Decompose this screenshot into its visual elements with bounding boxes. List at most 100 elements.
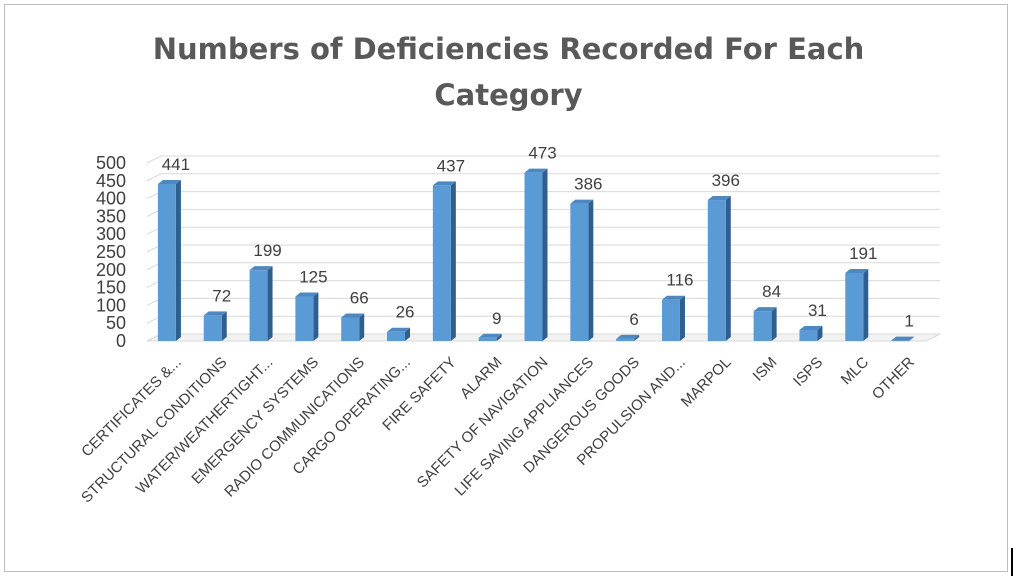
bar	[845, 269, 869, 341]
bar-top	[616, 334, 640, 339]
bar	[753, 307, 777, 341]
bar-front	[570, 203, 589, 341]
y-tick-label: 0	[116, 331, 126, 351]
bar-front	[799, 329, 818, 341]
bar	[295, 292, 319, 341]
bar	[387, 327, 411, 341]
bar-top	[707, 196, 731, 201]
bar-front	[387, 331, 406, 341]
bar-side	[313, 292, 319, 341]
bar-top	[661, 295, 685, 300]
y-tick-label: 50	[106, 313, 126, 333]
bar-top	[799, 325, 823, 330]
y-tick-label: 350	[96, 206, 126, 226]
bar-top	[570, 199, 594, 204]
chart-title-line-1: Numbers of Deficiencies Recorded For Eac…	[152, 32, 865, 66]
bar	[891, 336, 915, 342]
bar-side	[817, 325, 823, 341]
bar-side	[359, 313, 365, 341]
bar	[249, 266, 273, 341]
category-label: ISPS	[790, 354, 826, 390]
bar-side	[909, 336, 915, 341]
category-label: MLC	[838, 354, 873, 389]
bar-top	[341, 313, 365, 318]
bar-side	[679, 295, 685, 341]
data-label: 441	[162, 155, 190, 174]
bar-front	[891, 340, 910, 342]
y-tick-label: 450	[96, 171, 126, 191]
bar-front	[524, 172, 543, 341]
data-label: 191	[849, 244, 877, 263]
bar-front	[341, 317, 360, 341]
y-tick-label: 250	[96, 242, 126, 262]
bar	[799, 325, 823, 341]
bar-side	[863, 269, 869, 341]
bar-top	[432, 181, 456, 186]
data-label: 116	[666, 271, 693, 290]
bars	[157, 168, 915, 342]
data-label: 125	[299, 268, 327, 287]
y-tick-label: 100	[96, 295, 126, 315]
bar-top	[203, 311, 227, 316]
bar-top	[753, 307, 777, 312]
bar-front	[295, 296, 314, 341]
bar	[432, 181, 456, 341]
category-label: OTHER	[869, 354, 918, 403]
bar-front	[157, 184, 176, 341]
bar-side	[542, 168, 548, 341]
bar-front	[249, 270, 268, 341]
data-label: 9	[492, 309, 501, 328]
bar	[524, 168, 548, 341]
data-label: 31	[808, 301, 827, 320]
bar	[616, 334, 640, 341]
bar-front	[616, 338, 635, 341]
bar-top	[295, 292, 319, 297]
bar	[707, 196, 731, 341]
bar-side	[405, 327, 411, 341]
bar	[661, 295, 685, 341]
category-label: MARPOL	[678, 354, 735, 411]
bar-top	[845, 269, 869, 274]
bar-front	[753, 311, 772, 341]
bar-side	[221, 311, 227, 341]
y-tick-label: 300	[96, 224, 126, 244]
data-label: 386	[574, 175, 602, 194]
category-label: ISM	[750, 354, 781, 385]
data-label: 72	[212, 286, 231, 305]
data-label: 26	[396, 303, 415, 322]
bar	[341, 313, 365, 341]
bar-side	[450, 181, 456, 341]
bar-side	[588, 199, 594, 341]
data-labels: 441 72 199 125 66 26 437 9 473 386 6 116 396 84 31 191 1	[162, 144, 914, 331]
bar-front	[845, 273, 864, 341]
y-tick-label: 150	[96, 278, 126, 298]
data-label: 437	[437, 156, 465, 175]
chart-title: Numbers of Deficiencies Recorded For Eac…	[0, 26, 1017, 118]
category-labels: CERTIFICATES &...STRUCTURAL CONDITIONSWA…	[78, 354, 918, 507]
bar-front	[707, 200, 726, 341]
bar-front	[661, 299, 680, 341]
data-label: 66	[350, 289, 369, 308]
data-label: 396	[712, 171, 740, 190]
bar-top	[891, 336, 915, 341]
data-label: 84	[762, 282, 781, 301]
chart-title-line-2: Category	[434, 78, 583, 112]
y-tick-label: 500	[96, 153, 126, 173]
bar	[203, 311, 227, 341]
data-label: 199	[253, 241, 281, 260]
bar	[478, 333, 502, 341]
bar-top	[249, 266, 273, 271]
gridline	[146, 155, 940, 164]
bar-front	[432, 185, 451, 341]
bar-side	[634, 334, 640, 341]
data-label: 6	[629, 310, 638, 329]
bar-side	[771, 307, 777, 341]
bar-side	[267, 266, 273, 341]
y-tick-label: 200	[96, 260, 126, 280]
data-label: 473	[528, 144, 556, 163]
bar-top	[478, 333, 502, 338]
bar-top	[157, 180, 181, 185]
bar-top	[524, 168, 548, 173]
